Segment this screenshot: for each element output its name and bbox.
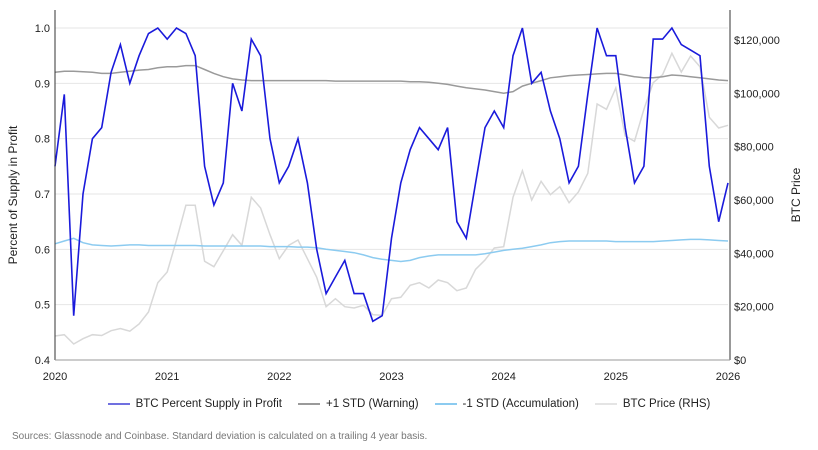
series-line--1-std-accumulation- xyxy=(54,237,729,263)
legend-label: BTC Price (RHS) xyxy=(622,398,711,410)
legend-swatch xyxy=(107,403,130,405)
axes: 0.4 0.5 0.6 0.7 0.8 0.9 1.0 $0 $20,000 $40,000 $60… xyxy=(35,10,780,383)
y-tick-label: 0.6 xyxy=(35,244,50,256)
y2-tick-label: $40,000 xyxy=(734,248,774,260)
legend-label: -1 STD (Accumulation) xyxy=(462,398,579,410)
x-tick-label: 2026 xyxy=(716,371,740,383)
legend-label: BTC Percent Supply in Profit xyxy=(135,398,282,410)
y-tick-label: 0.4 xyxy=(35,355,50,367)
legend-swatch xyxy=(594,403,617,405)
legend: BTC Percent Supply in Profit +1 STD (War… xyxy=(0,398,818,410)
y2-tick-label: $120,000 xyxy=(734,35,780,47)
x-tick-label: 2022 xyxy=(267,371,291,383)
legend-swatch xyxy=(297,403,320,405)
series-line-btc-percent-supply-in-profit xyxy=(54,26,729,323)
x-tick-label: 2024 xyxy=(491,371,515,383)
y2-axis-label: BTC Price xyxy=(789,167,803,222)
y-tick-label: 0.8 xyxy=(35,134,50,146)
series-line--1-std-warning- xyxy=(54,64,729,95)
y2-tick-label: $80,000 xyxy=(734,142,774,154)
y2-tick-label: $100,000 xyxy=(734,88,780,100)
y-tick-label: 0.5 xyxy=(35,300,50,312)
legend-item: BTC Price (RHS) xyxy=(594,398,711,410)
y2-tick-label: $60,000 xyxy=(734,195,774,207)
x-tick-label: 2023 xyxy=(379,371,403,383)
legend-item: BTC Percent Supply in Profit xyxy=(107,398,282,410)
y-axis-label: Percent of Supply in Profit xyxy=(6,125,20,264)
x-tick-label: 2021 xyxy=(155,371,179,383)
y2-tick-label: $20,000 xyxy=(734,302,774,314)
sources-note: Sources: Glassnode and Coinbase. Standar… xyxy=(12,431,428,442)
legend-item: -1 STD (Accumulation) xyxy=(434,398,579,410)
y2-tick-label: $0 xyxy=(734,355,746,367)
series-line-btc-price-rhs- xyxy=(54,51,729,345)
legend-label: +1 STD (Warning) xyxy=(325,398,419,410)
x-tick-label: 2025 xyxy=(604,371,628,383)
y-tick-label: 1.0 xyxy=(35,23,50,35)
y-tick-label: 0.9 xyxy=(35,78,50,90)
x-tick-label: 2020 xyxy=(43,371,67,383)
legend-item: +1 STD (Warning) xyxy=(297,398,419,410)
chart-svg: 0.4 0.5 0.6 0.7 0.8 0.9 1.0 $0 $20,000 $40,000 $60… xyxy=(6,10,803,383)
gridlines xyxy=(55,27,728,361)
legend-swatch xyxy=(434,403,457,405)
y-tick-label: 0.7 xyxy=(35,189,50,201)
series-lines xyxy=(54,26,729,345)
